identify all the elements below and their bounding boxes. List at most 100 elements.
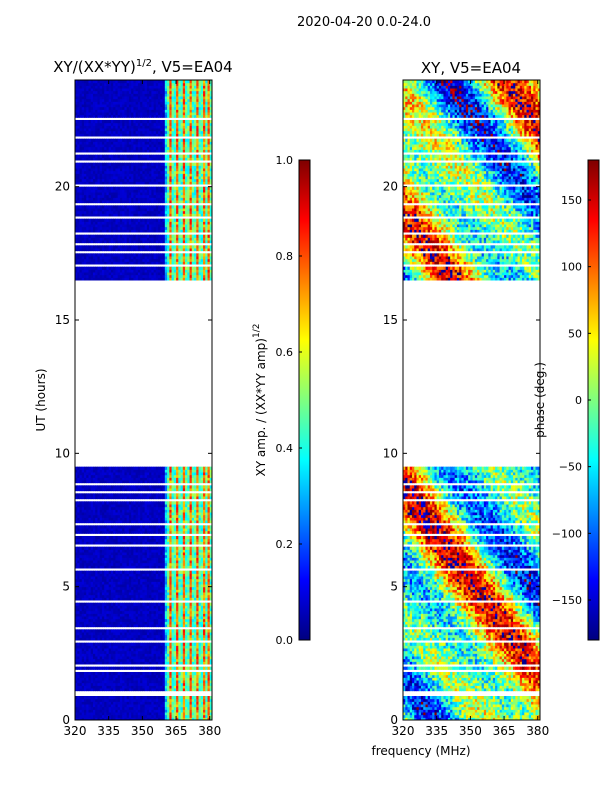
amplitude-cell bbox=[142, 530, 146, 534]
amplitude-cell bbox=[207, 597, 211, 601]
amplitude-cell bbox=[158, 656, 161, 660]
amplitude-cell bbox=[149, 501, 152, 505]
amplitude-cell bbox=[79, 613, 83, 617]
amplitude-cell bbox=[126, 488, 130, 492]
amplitude-cell bbox=[79, 701, 83, 705]
amplitude-cell bbox=[162, 538, 166, 542]
amplitude-cell bbox=[90, 578, 94, 582]
amplitude-cell bbox=[104, 546, 107, 550]
amplitude-cell bbox=[79, 682, 83, 686]
amplitude-cell bbox=[90, 517, 94, 521]
amplitude-cell bbox=[115, 560, 119, 564]
amplitude-cell bbox=[126, 592, 130, 596]
amplitude-cell bbox=[169, 573, 173, 577]
amplitude-cell bbox=[178, 709, 182, 713]
amplitude-cell bbox=[75, 658, 78, 662]
amplitude-cell bbox=[83, 672, 87, 676]
amplitude-cell bbox=[196, 642, 200, 646]
amplitude-cell bbox=[81, 597, 85, 601]
amplitude-cell bbox=[151, 624, 155, 628]
amplitude-cell bbox=[77, 538, 80, 542]
amplitude-cell bbox=[207, 560, 211, 564]
amplitude-cell bbox=[164, 546, 168, 550]
amplitude-cell bbox=[88, 610, 92, 614]
amplitude-cell bbox=[95, 682, 98, 686]
amplitude-cell bbox=[113, 576, 116, 580]
amplitude-cell bbox=[182, 573, 186, 577]
amplitude-cell bbox=[133, 573, 137, 577]
amplitude-cell bbox=[185, 573, 188, 577]
amplitude-cell bbox=[140, 696, 143, 700]
amplitude-cell bbox=[169, 688, 173, 692]
amplitude-cell bbox=[176, 554, 179, 558]
amplitude-cell bbox=[207, 658, 211, 662]
amplitude-cell bbox=[207, 616, 211, 620]
amplitude-cell bbox=[189, 573, 193, 577]
amplitude-cell bbox=[106, 530, 110, 534]
amplitude-cell bbox=[97, 712, 101, 716]
amplitude-cell bbox=[95, 661, 98, 665]
amplitude-cell bbox=[122, 578, 125, 582]
amplitude-cell bbox=[104, 557, 107, 561]
amplitude-cell bbox=[182, 472, 186, 476]
amplitude-cell bbox=[198, 653, 202, 657]
amplitude-cell bbox=[200, 496, 204, 500]
amplitude-cell bbox=[182, 709, 186, 713]
amplitude-cell bbox=[146, 682, 150, 686]
amplitude-cell bbox=[144, 672, 148, 676]
amplitude-cell bbox=[77, 541, 80, 545]
amplitude-cell bbox=[124, 656, 128, 660]
amplitude-cell bbox=[158, 573, 161, 577]
amplitude-cell bbox=[142, 528, 146, 532]
amplitude-cell bbox=[75, 682, 78, 686]
amplitude-cell bbox=[135, 624, 139, 628]
amplitude-cell bbox=[83, 496, 87, 500]
amplitude-cell bbox=[113, 717, 116, 720]
amplitude-cell bbox=[92, 501, 96, 505]
amplitude-cell bbox=[106, 634, 110, 638]
amplitude-cell bbox=[117, 549, 121, 553]
amplitude-cell bbox=[191, 672, 195, 676]
amplitude-cell bbox=[119, 530, 123, 534]
amplitude-cell bbox=[149, 536, 152, 540]
amplitude-cell bbox=[128, 629, 132, 633]
amplitude-cell bbox=[108, 682, 112, 686]
amplitude-cell bbox=[203, 520, 206, 524]
amplitude-cell bbox=[88, 485, 92, 489]
amplitude-cell bbox=[135, 573, 139, 577]
amplitude-cell bbox=[122, 610, 125, 614]
amplitude-cell bbox=[77, 517, 80, 521]
amplitude-cell bbox=[153, 613, 157, 617]
amplitude-cell bbox=[146, 546, 150, 550]
amplitude-cell bbox=[101, 706, 105, 710]
amplitude-cell bbox=[178, 706, 182, 710]
amplitude-cell bbox=[173, 624, 177, 628]
amplitude-cell bbox=[169, 504, 173, 508]
amplitude-cell bbox=[151, 469, 155, 473]
amplitude-cell bbox=[189, 538, 193, 542]
amplitude-cell bbox=[205, 656, 209, 660]
amplitude-cell bbox=[97, 650, 101, 654]
amplitude-cell bbox=[124, 520, 128, 524]
amplitude-cell bbox=[196, 506, 200, 510]
amplitude-cell bbox=[149, 528, 152, 532]
amplitude-cell bbox=[101, 653, 105, 657]
amplitude-cell bbox=[117, 501, 121, 505]
amplitude-cell bbox=[198, 661, 202, 665]
amplitude-cell bbox=[131, 562, 134, 566]
amplitude-cell bbox=[167, 496, 170, 500]
amplitude-cell bbox=[88, 594, 92, 598]
amplitude-cell bbox=[185, 530, 188, 534]
amplitude-cell bbox=[108, 613, 112, 617]
amplitude-cell bbox=[124, 653, 128, 657]
amplitude-cell bbox=[131, 680, 134, 684]
amplitude-cell bbox=[117, 658, 121, 662]
amplitude-cell bbox=[97, 613, 101, 617]
amplitude-cell bbox=[149, 560, 152, 564]
amplitude-cell bbox=[187, 613, 191, 617]
amplitude-cell bbox=[185, 618, 188, 622]
amplitude-cell bbox=[196, 608, 200, 612]
amplitude-cell bbox=[176, 706, 179, 710]
amplitude-cell bbox=[137, 698, 141, 702]
amplitude-cell bbox=[90, 586, 94, 590]
